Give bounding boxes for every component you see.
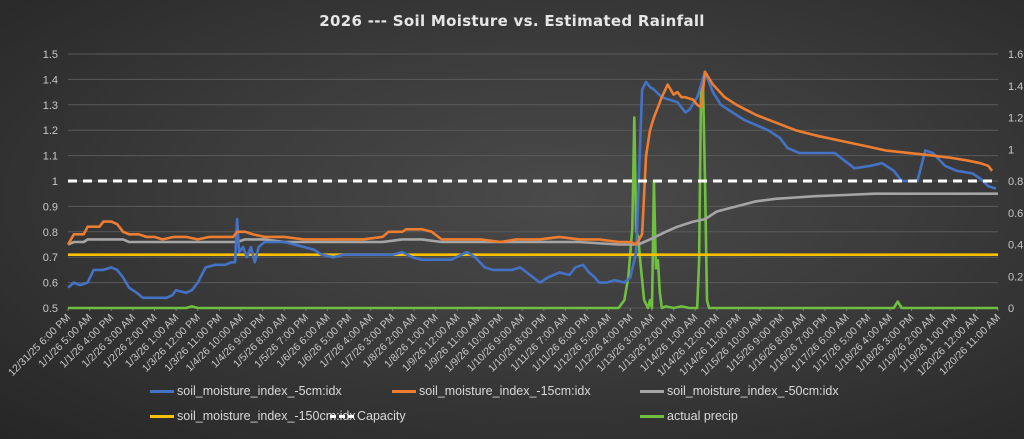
legend-swatch-5cm xyxy=(150,389,174,393)
chart-legend: soil_moisture_index_-5cm:idx soil_moistu… xyxy=(150,384,910,434)
legend-item-50cm: soil_moisture_index_-50cm:idx xyxy=(640,384,839,398)
legend-label-capacity: Capacity xyxy=(357,409,406,423)
legend-label-50cm: soil_moisture_index_-50cm:idx xyxy=(667,384,839,398)
chart-title: 2026 --- Soil Moisture vs. Estimated Rai… xyxy=(319,12,705,30)
legend-label-15cm: soil_moisture_index_-15cm:idx xyxy=(419,384,591,398)
legend-swatch-precip xyxy=(640,414,664,418)
left-y-axis: 0.5 0.6 0.7 0.8 0.9 1 1.1 1.2 1.3 1.4 1.5 xyxy=(43,49,58,315)
right-tick-label: 0.2 xyxy=(1008,271,1023,283)
left-tick-label: 1.3 xyxy=(43,100,58,112)
legend-swatch-capacity xyxy=(330,414,354,418)
legend-label-150cm: soil_moisture_index_-150cm:idx xyxy=(177,409,356,423)
left-tick-label: 1.4 xyxy=(43,74,58,86)
legend-item-150cm: soil_moisture_index_-150cm:idx xyxy=(150,409,356,423)
left-tick-label: 1.5 xyxy=(43,49,58,61)
legend-swatch-150cm xyxy=(150,414,174,418)
right-tick-label: 0.8 xyxy=(1008,176,1023,188)
series-line-soil-moisture-index-15cm-idx xyxy=(66,70,994,246)
right-tick-label: 0.6 xyxy=(1008,208,1023,220)
left-tick-label: 1 xyxy=(52,176,58,188)
right-tick-label: 0 xyxy=(1008,303,1014,315)
left-tick-label: 1.1 xyxy=(43,151,58,163)
series-line-actual-precip xyxy=(68,84,998,310)
legend-item-precip: actual precip xyxy=(640,409,738,423)
left-tick-label: 0.5 xyxy=(43,303,58,315)
right-tick-label: 0.4 xyxy=(1008,240,1023,252)
legend-item-capacity: Capacity xyxy=(330,409,406,423)
legend-label-precip: actual precip xyxy=(667,409,738,423)
left-tick-label: 1.2 xyxy=(43,125,58,137)
left-tick-label: 0.7 xyxy=(43,252,58,264)
right-tick-label: 1 xyxy=(1008,144,1014,156)
legend-label-5cm: soil_moisture_index_-5cm:idx xyxy=(177,384,342,398)
left-tick-label: 0.6 xyxy=(43,278,58,290)
right-tick-label: 1.6 xyxy=(1008,49,1023,61)
series-layer xyxy=(66,70,998,310)
right-tick-label: 1.4 xyxy=(1008,81,1023,93)
legend-swatch-15cm xyxy=(392,389,416,393)
legend-item-15cm: soil_moisture_index_-15cm:idx xyxy=(392,384,591,398)
right-tick-label: 1.2 xyxy=(1008,113,1023,125)
right-y-axis: 0 0.2 0.4 0.6 0.8 1 1.2 1.4 1.6 xyxy=(1008,49,1023,315)
series-line-soil-moisture-index-5cm-idx xyxy=(67,70,997,300)
series-line-soil-moisture-index-50cm-idx xyxy=(67,192,998,246)
x-axis: 12/31/25 6:00 PM1/1/26 5:00 AM1/1/26 4:0… xyxy=(6,308,1003,379)
legend-item-5cm: soil_moisture_index_-5cm:idx xyxy=(150,384,342,398)
legend-swatch-50cm xyxy=(640,389,664,393)
left-tick-label: 0.8 xyxy=(43,227,58,239)
left-tick-label: 0.9 xyxy=(43,201,58,213)
